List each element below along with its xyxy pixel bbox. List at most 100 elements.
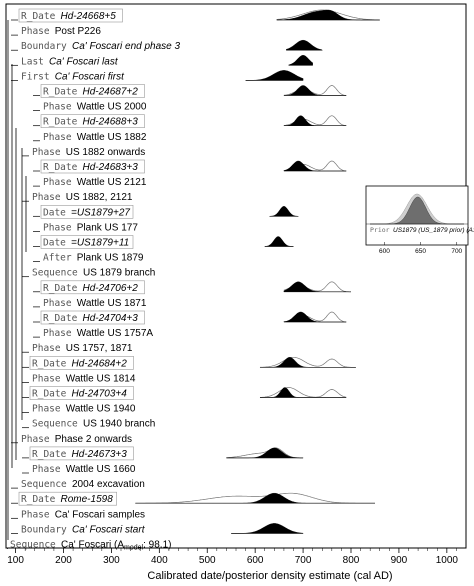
- row-box: [40, 280, 145, 295]
- row-box: [40, 114, 145, 128]
- row-name: Hd-24687+2: [83, 87, 139, 98]
- posterior-density: [283, 85, 347, 96]
- prior-curve: [135, 492, 375, 504]
- row-keyword: Phase: [21, 434, 50, 445]
- x-tick-label: 400: [151, 555, 168, 566]
- row-keyword: R_Date: [43, 162, 78, 173]
- row-box: [29, 386, 134, 400]
- row-name: Hd-24688+3: [83, 117, 139, 128]
- posterior-density: [283, 160, 347, 172]
- row-keyword: Date: [43, 207, 66, 218]
- row-keyword: Phase: [32, 192, 61, 203]
- row-keyword: Sequence: [21, 479, 67, 490]
- x-tick-label: 600: [247, 555, 264, 566]
- row-name: Wattle US 1757A: [77, 328, 154, 339]
- row-keyword: Phase: [32, 147, 61, 158]
- x-axis: 100 200 300 400 500 600 700 800 900 1000: [7, 548, 458, 566]
- row-keyword: R_Date: [32, 358, 67, 369]
- posterior-density: [226, 447, 304, 459]
- row-name: Hd-24684+2: [72, 358, 128, 369]
- row-name-subscript: model: [124, 545, 144, 552]
- row-name: Wattle US 1871: [77, 298, 147, 309]
- row-keyword: Phase: [21, 509, 50, 520]
- row-name: =US1879+27: [71, 207, 130, 218]
- row-name: Plank US 177: [77, 222, 139, 233]
- row-name: Wattle US 2000: [77, 102, 147, 113]
- row-keyword: Phase: [21, 26, 50, 37]
- posterior-density: [286, 40, 323, 51]
- row-keyword: Sequence: [32, 419, 78, 430]
- row-keyword: R_Date: [43, 313, 78, 324]
- posterior-density: [288, 55, 313, 66]
- row-name: Wattle US 1814: [66, 373, 136, 384]
- posterior-density: [269, 206, 299, 217]
- row-keyword: R_Date: [21, 11, 56, 22]
- row-keyword: Phase: [32, 464, 61, 475]
- inset-x-tick-label: 650: [415, 248, 426, 255]
- row-keyword: First: [21, 71, 50, 82]
- row-name: Wattle US 1940: [66, 404, 136, 415]
- row-name: Hd-24668+5: [61, 11, 117, 22]
- row-keyword: R_Date: [43, 283, 78, 294]
- posterior-density: [276, 9, 380, 21]
- inset-keyword: Prior: [370, 226, 390, 234]
- row-name: Hd-24673+3: [72, 449, 128, 460]
- row-labels: R_Date Hd-24668+5 Phase Post P226 Boundary Ca…: [10, 8, 181, 552]
- row-keyword: Sequence: [32, 268, 78, 279]
- row-box: [29, 355, 134, 370]
- row-name: Ca' Foscari last: [49, 56, 119, 67]
- x-axis-title: Calibrated date/posterior density estima…: [147, 570, 392, 582]
- row-keyword: Phase: [43, 132, 72, 143]
- row-keyword: Phase: [43, 222, 72, 233]
- posterior-density: [245, 70, 304, 81]
- prior-curve: [283, 85, 347, 96]
- row-name: US 1882 onwards: [66, 147, 146, 158]
- row-keyword: Boundary: [21, 41, 67, 52]
- row-box: [40, 205, 134, 219]
- row-keyword: Phase: [32, 343, 61, 354]
- row-box: [40, 310, 145, 325]
- row-keyword: R_Date: [21, 494, 56, 505]
- prior-curve: [260, 356, 356, 368]
- row-name: US 1940 branch: [83, 419, 155, 430]
- x-tick-label: 500: [199, 555, 216, 566]
- distributions: [135, 9, 380, 534]
- row-name: Wattle US 1882: [77, 132, 147, 143]
- row-box: [40, 84, 145, 98]
- x-tick-label: 100: [7, 555, 24, 566]
- row-name-suffix: : 98.1): [143, 540, 171, 551]
- row-name: Hd-24683+3: [83, 162, 139, 173]
- posterior-density: [135, 493, 375, 504]
- inset-x-tick-label: 700: [451, 248, 462, 255]
- row-name: Ca' Foscari start: [72, 524, 146, 535]
- row-name: Post P226: [55, 26, 102, 37]
- x-tick-label: 1000: [436, 555, 459, 566]
- row-box: [29, 446, 134, 461]
- posterior-density: [231, 523, 304, 534]
- row-keyword: Last: [21, 56, 44, 67]
- x-tick-label: 300: [103, 555, 120, 566]
- inset-label: US1879 (US_1879 prior) (A: 109.7): [393, 227, 474, 234]
- row-keyword: Phase: [32, 373, 61, 384]
- posterior-density: [283, 281, 351, 292]
- row-name: US 1757, 1871: [66, 343, 133, 354]
- row-name: Ca' Foscari end phase 3: [72, 41, 181, 52]
- row-name: =US1879+11: [71, 238, 129, 249]
- row-name: Wattle US 1660: [66, 464, 136, 475]
- x-tick-label: 200: [55, 555, 72, 566]
- row-name: Ca' Foscari samples: [55, 509, 145, 520]
- row-name: Ca' Foscari (Amodel: 98.1): [61, 540, 171, 552]
- row-box: [18, 491, 117, 506]
- row-box: [40, 235, 134, 249]
- row-keyword: Sequence: [10, 540, 56, 551]
- row-name: Plank US 1879: [77, 253, 144, 264]
- row-name: Rome-1598: [61, 494, 114, 505]
- row-name: Phase 2 onwards: [55, 434, 132, 445]
- row-name: Hd-24704+3: [83, 313, 139, 324]
- row-name: Hd-24706+2: [83, 283, 139, 294]
- x-tick-label: 900: [391, 555, 408, 566]
- x-tick-label: 800: [343, 555, 360, 566]
- row-keyword: R_Date: [32, 389, 67, 400]
- row-name: US 1879 branch: [83, 268, 155, 279]
